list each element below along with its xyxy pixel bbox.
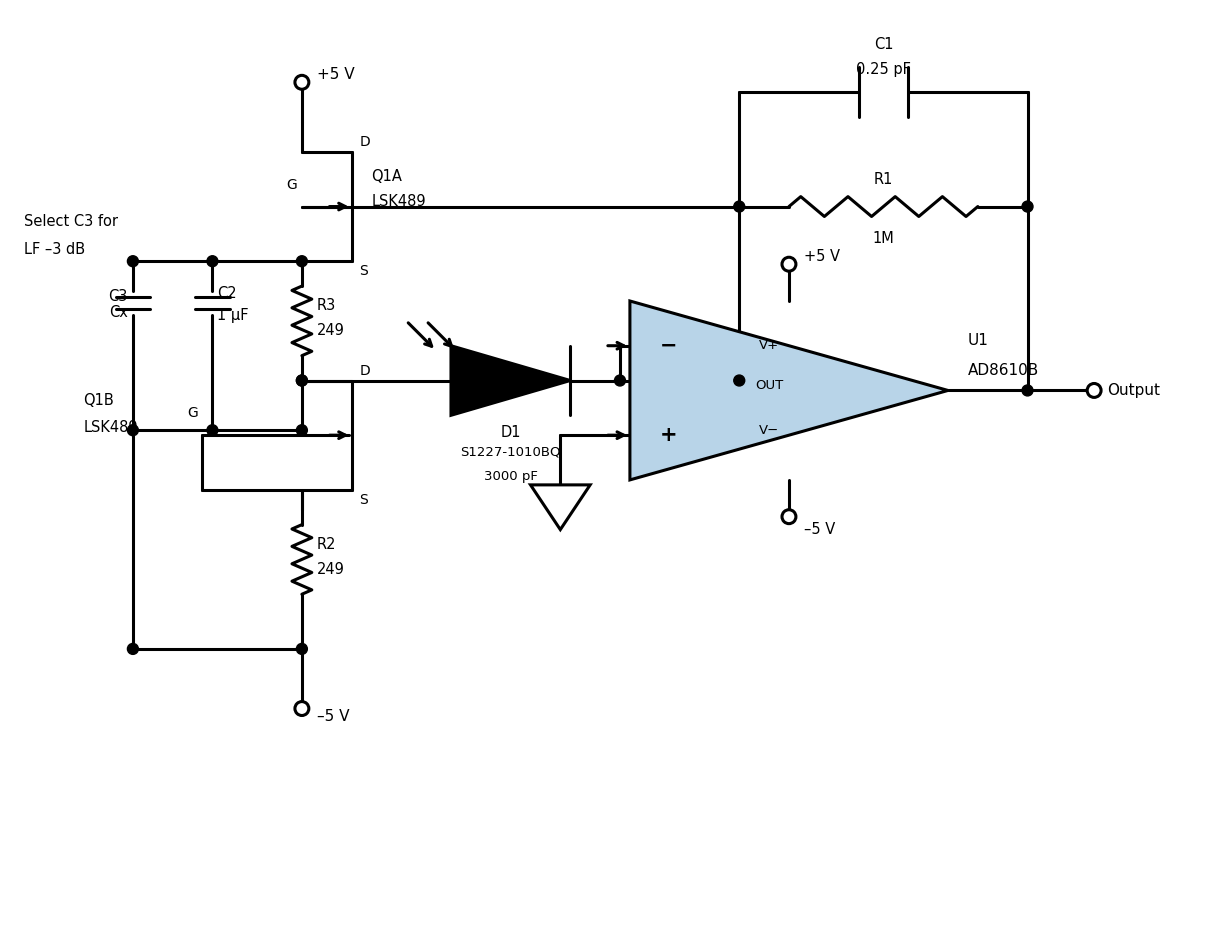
Polygon shape [530, 485, 590, 529]
Text: U1: U1 [968, 333, 989, 348]
Circle shape [734, 201, 744, 212]
Text: 1 μF: 1 μF [218, 309, 248, 324]
Text: Select C3 for: Select C3 for [23, 214, 118, 229]
Text: LSK489: LSK489 [371, 194, 426, 209]
Text: 1M: 1M [872, 232, 894, 246]
Text: –5 V: –5 V [317, 709, 349, 724]
Circle shape [128, 256, 138, 267]
Circle shape [782, 510, 796, 524]
Text: OUT: OUT [755, 379, 784, 392]
Text: C3: C3 [108, 288, 128, 303]
Text: −: − [659, 336, 678, 355]
Text: V+: V+ [759, 339, 779, 352]
Text: LF –3 dB: LF –3 dB [23, 242, 85, 257]
Text: 3000 pF: 3000 pF [483, 470, 538, 483]
Text: Output: Output [1107, 383, 1160, 398]
Text: Q1A: Q1A [371, 169, 402, 184]
Text: Q1B: Q1B [84, 392, 114, 408]
Circle shape [1022, 201, 1033, 212]
Circle shape [1022, 385, 1033, 396]
Polygon shape [451, 346, 571, 416]
Text: 249: 249 [317, 562, 344, 577]
Text: +5 V: +5 V [317, 67, 354, 82]
Text: V−: V− [759, 424, 779, 437]
Circle shape [734, 375, 744, 386]
Text: LSK489: LSK489 [84, 419, 138, 434]
Text: R2: R2 [317, 537, 336, 552]
Text: S: S [359, 264, 368, 278]
Polygon shape [630, 301, 948, 480]
Circle shape [296, 425, 308, 435]
Text: G: G [287, 178, 296, 192]
Text: 249: 249 [317, 324, 344, 339]
Text: AD8610B: AD8610B [968, 363, 1039, 379]
Circle shape [128, 644, 138, 655]
Circle shape [782, 258, 796, 272]
Text: +5 V: +5 V [804, 248, 840, 264]
Text: R3: R3 [317, 299, 336, 313]
Circle shape [296, 375, 308, 386]
Text: 0.25 pF: 0.25 pF [856, 62, 911, 77]
Circle shape [128, 425, 138, 435]
Text: D: D [359, 135, 370, 149]
Circle shape [615, 375, 625, 386]
Text: –5 V: –5 V [804, 522, 835, 538]
Circle shape [296, 256, 308, 267]
Text: Cx: Cx [109, 305, 128, 321]
Circle shape [207, 256, 218, 267]
Circle shape [207, 425, 218, 435]
Text: D: D [359, 364, 370, 378]
Text: R1: R1 [873, 172, 893, 187]
Circle shape [295, 75, 309, 89]
Circle shape [296, 375, 308, 386]
Text: C1: C1 [873, 37, 893, 52]
Text: C2: C2 [218, 286, 237, 300]
Text: G: G [187, 406, 198, 420]
Text: S1227-1010BQ: S1227-1010BQ [460, 445, 561, 458]
Circle shape [1087, 383, 1101, 397]
Text: S: S [359, 493, 368, 507]
Text: D1: D1 [501, 425, 520, 440]
Text: +: + [659, 425, 678, 445]
Circle shape [295, 701, 309, 715]
Circle shape [296, 644, 308, 655]
